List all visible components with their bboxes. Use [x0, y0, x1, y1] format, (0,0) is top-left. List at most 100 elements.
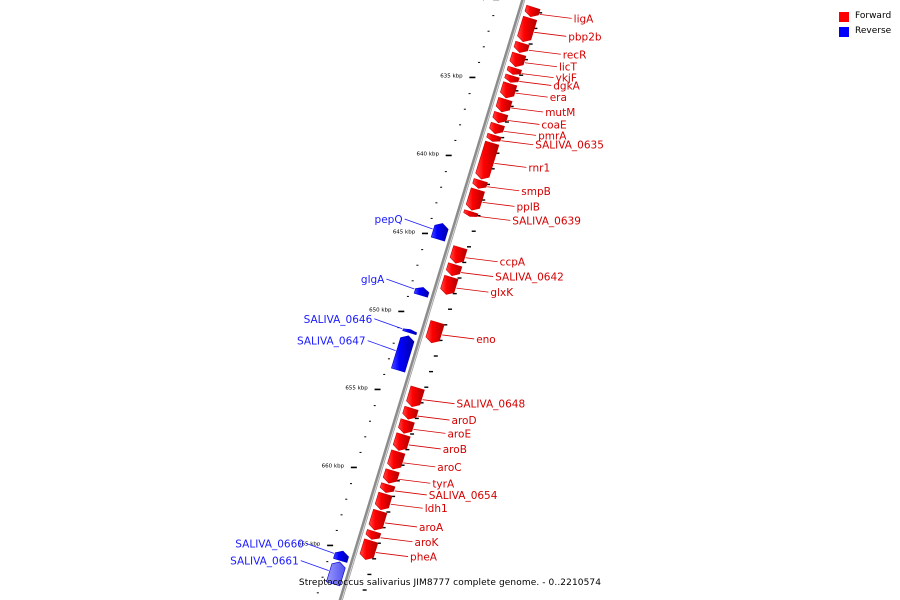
- gene-label-leader: [404, 218, 433, 230]
- gene-saliva-0646[interactable]: [402, 328, 418, 336]
- strand-legend: Forward Reverse: [839, 9, 899, 39]
- gene-glga[interactable]: [413, 287, 430, 298]
- gene-label-leader: [390, 503, 423, 509]
- gene-phea[interactable]: [359, 538, 379, 560]
- gene-label: aroE: [448, 428, 472, 440]
- gene-lict[interactable]: [509, 51, 527, 68]
- gene-smpb[interactable]: [472, 178, 488, 189]
- gene-recr[interactable]: [513, 40, 530, 53]
- gene-label: glxK: [490, 287, 514, 299]
- gene-coae[interactable]: [492, 111, 509, 124]
- gene-ccpa[interactable]: [449, 245, 468, 264]
- kbp-tick-label: 640 kbp: [417, 152, 440, 158]
- gene-aroc[interactable]: [387, 449, 406, 470]
- gene-label: aroD: [452, 415, 477, 427]
- gene-label-leader: [417, 415, 450, 421]
- gene-ykjf[interactable]: [506, 65, 522, 75]
- gene-label-leader: [504, 130, 537, 136]
- gene-label-leader: [408, 444, 441, 450]
- gene-pplb[interactable]: [465, 187, 485, 211]
- gene-label: ccpA: [500, 257, 526, 269]
- legend-reverse: Reverse: [839, 24, 899, 39]
- gene-label-leader: [384, 522, 418, 528]
- legend-forward-label: Forward: [855, 11, 892, 21]
- gene-saliva-0635[interactable]: [486, 132, 502, 142]
- gene-era[interactable]: [500, 81, 518, 99]
- gene-features: [326, 4, 541, 587]
- gene-label-leader: [403, 462, 436, 468]
- gene-label: pheA: [410, 552, 438, 564]
- gene-pepq[interactable]: [430, 223, 449, 242]
- gene-pmra[interactable]: [489, 121, 505, 135]
- gene-glxk[interactable]: [440, 274, 459, 295]
- gene-label: SALIVA_0661: [230, 556, 299, 568]
- kbp-tick-label: 660 kbp: [322, 464, 345, 470]
- gene-label: SALIVA_0654: [429, 490, 498, 502]
- gene-arod[interactable]: [402, 405, 419, 420]
- gene-label: pmrA: [538, 130, 567, 142]
- gene-label-leader: [528, 49, 561, 55]
- gene-label-leader: [534, 31, 567, 37]
- gene-dgka[interactable]: [504, 73, 520, 83]
- gene-label: eno: [476, 334, 496, 346]
- gene-label: SALIVA_0639: [512, 215, 581, 227]
- gene-liga[interactable]: [524, 4, 541, 18]
- gene-label-leader: [487, 186, 520, 192]
- gene-aroe[interactable]: [398, 418, 415, 434]
- gene-label: licT: [559, 62, 578, 74]
- gene-label: SALIVA_0647: [297, 336, 366, 348]
- genome-caption: Streptococcus salivarius JIM8777 complet…: [298, 578, 602, 588]
- gene-label-leader: [375, 552, 409, 557]
- gene-saliva-0639[interactable]: [463, 209, 479, 217]
- gene-saliva-0642[interactable]: [445, 262, 463, 277]
- genome-backbone: [338, 0, 526, 600]
- kbp-tick-label: 655 kbp: [345, 386, 368, 392]
- gene-tyra[interactable]: [382, 468, 400, 484]
- gene-label: aroB: [443, 444, 467, 456]
- kbp-tick-label: 645 kbp: [393, 230, 416, 236]
- gene-label: pbp2b: [568, 31, 602, 43]
- gene-label-leader: [461, 272, 494, 277]
- gene-arob[interactable]: [392, 432, 411, 451]
- gene-arok[interactable]: [365, 529, 382, 540]
- gene-label-leader: [442, 334, 475, 340]
- gene-label: aroA: [419, 522, 444, 534]
- gene-label: ligA: [574, 13, 594, 25]
- gene-label: era: [550, 92, 567, 104]
- gene-saliva-0660[interactable]: [333, 550, 349, 563]
- kbp-tick-label: 650 kbp: [369, 308, 392, 314]
- gene-label-leader: [524, 62, 558, 68]
- gene-aroa[interactable]: [368, 508, 388, 531]
- gene-label: ykjF: [556, 73, 577, 85]
- kbp-tick-label: 630 kbp: [464, 0, 487, 2]
- gene-label-leader: [501, 140, 534, 146]
- gene-label-leader: [413, 428, 446, 434]
- gene-mutm[interactable]: [495, 97, 513, 113]
- gene-saliva-0654[interactable]: [379, 482, 396, 493]
- gene-label: glgA: [361, 274, 385, 286]
- gene-saliva-0661[interactable]: [326, 561, 346, 587]
- gene-label-leader: [300, 560, 329, 571]
- backbone-highlight: [341, 0, 525, 600]
- gene-label-leader: [482, 201, 515, 207]
- gene-pbp2b[interactable]: [517, 15, 538, 43]
- gene-label-leader: [539, 13, 572, 19]
- gene-label-leader: [305, 543, 335, 554]
- gene-eno[interactable]: [425, 320, 445, 344]
- gene-label: aroC: [437, 462, 461, 474]
- gene-label-leader: [478, 216, 511, 221]
- gene-label: SALIVA_0642: [495, 272, 564, 284]
- gene-label: SALIVA_0648: [457, 399, 526, 411]
- forward-swatch: [839, 11, 849, 22]
- gene-saliva-0648[interactable]: [406, 385, 425, 408]
- gene-label: coaE: [541, 119, 566, 131]
- gene-rnr1[interactable]: [475, 140, 500, 180]
- gene-ldh1[interactable]: [374, 491, 393, 511]
- gene-label-leader: [394, 490, 427, 496]
- gene-label: SALIVA_0635: [535, 140, 604, 152]
- gene-saliva-0647[interactable]: [391, 335, 415, 373]
- gene-label: smpB: [521, 186, 551, 198]
- gene-label-leader: [456, 287, 489, 293]
- gene-label-leader: [374, 318, 403, 330]
